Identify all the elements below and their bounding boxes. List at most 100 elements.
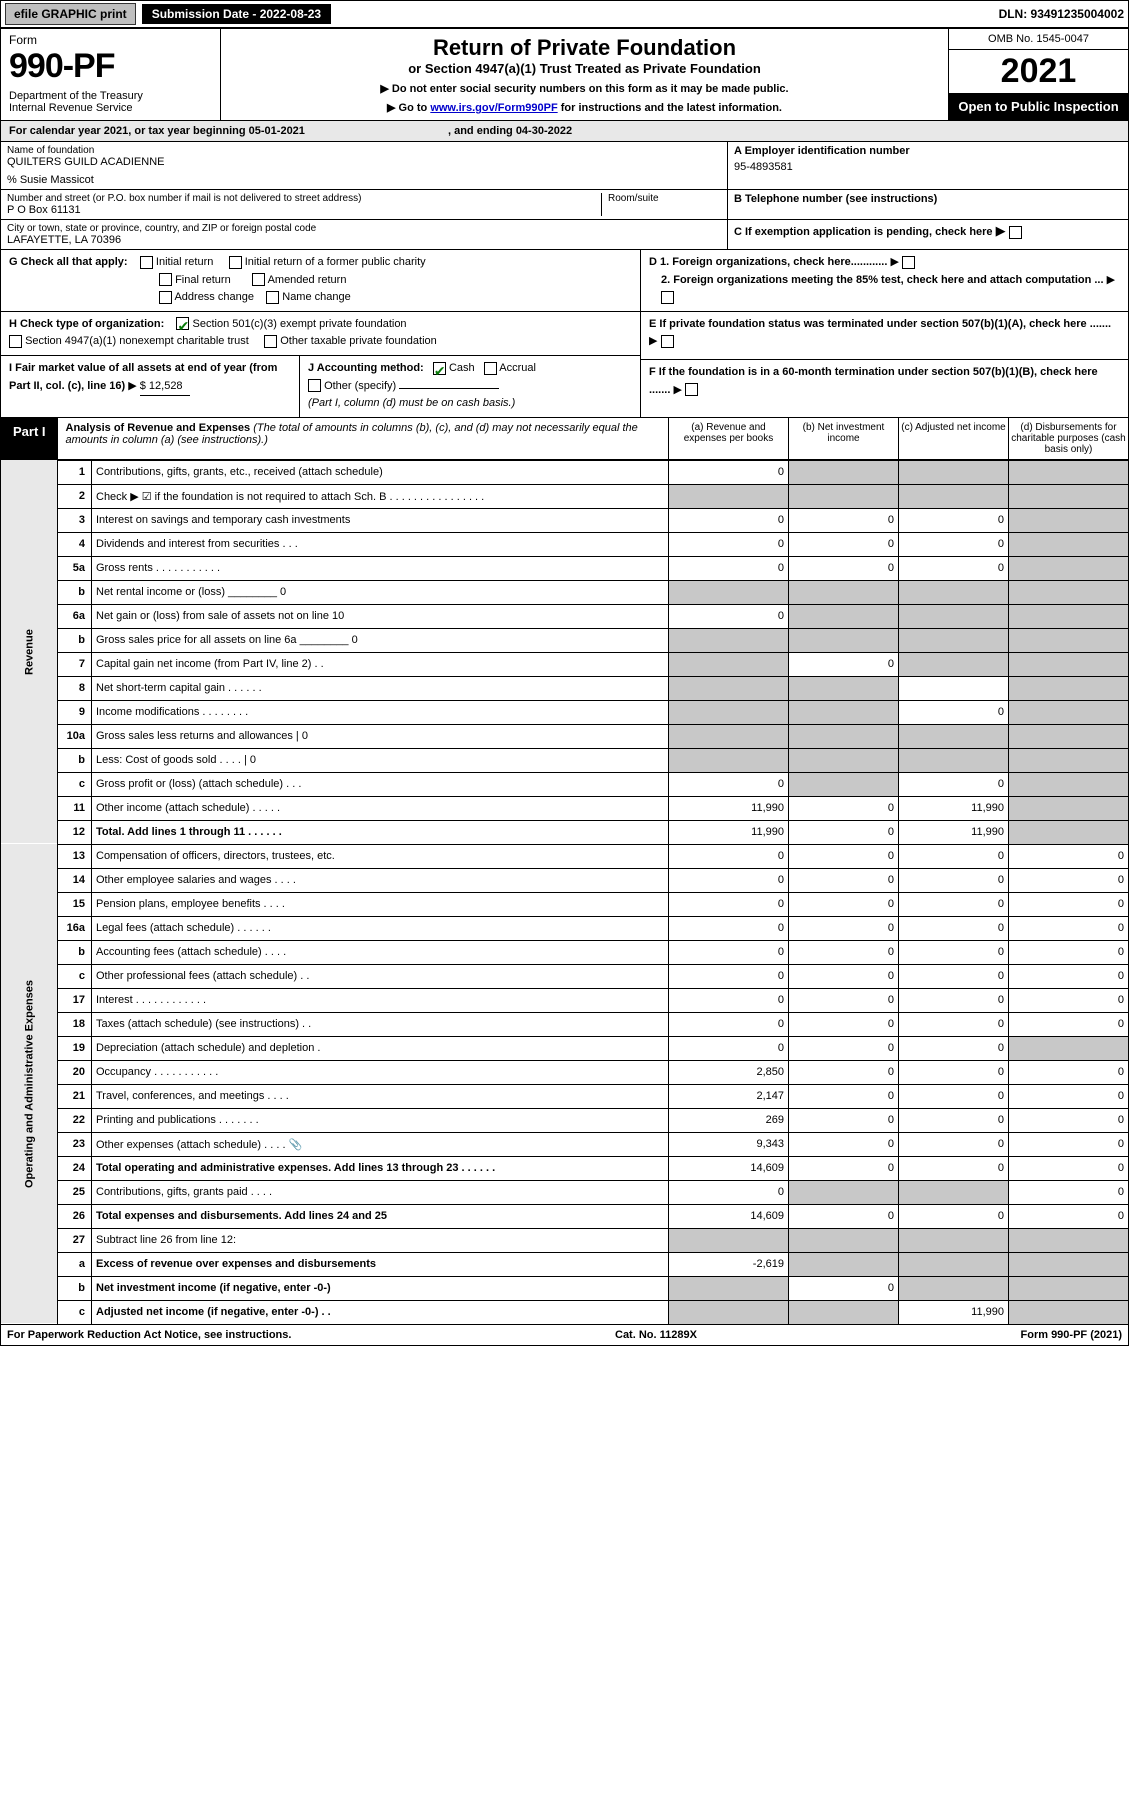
section-gh: G Check all that apply: Initial return I… [0, 250, 1129, 418]
g-name-change-checkbox[interactable] [266, 291, 279, 304]
row-number: 19 [58, 1036, 92, 1060]
row-number: 17 [58, 988, 92, 1012]
d1-checkbox[interactable] [902, 256, 915, 269]
row-label: Travel, conferences, and meetings . . . … [92, 1084, 669, 1108]
c-checkbox[interactable] [1009, 226, 1022, 239]
form-note2: ▶ Go to www.irs.gov/Form990PF for instru… [229, 101, 940, 114]
row-label: Capital gain net income (from Part IV, l… [92, 652, 669, 676]
cell-col-d [1009, 1300, 1129, 1324]
cell-col-c: 0 [899, 1204, 1009, 1228]
row-label: Interest . . . . . . . . . . . . [92, 988, 669, 1012]
cell-col-c: 0 [899, 556, 1009, 580]
cell-col-c: 0 [899, 916, 1009, 940]
cell-col-a: 11,990 [669, 820, 789, 844]
g-amended-checkbox[interactable] [252, 273, 265, 286]
d2-checkbox[interactable] [661, 291, 674, 304]
tax-year: 2021 [949, 50, 1128, 93]
e-checkbox[interactable] [661, 335, 674, 348]
row-number: 25 [58, 1180, 92, 1204]
part-i-table-wrap: Revenue1Contributions, gifts, grants, et… [0, 460, 1129, 1325]
row-number: 7 [58, 652, 92, 676]
table-row: 9Income modifications . . . . . . . .0 [1, 700, 1129, 724]
table-row: 21Travel, conferences, and meetings . . … [1, 1084, 1129, 1108]
col-a-header: (a) Revenue and expenses per books [668, 418, 788, 459]
cell-col-a: 0 [669, 1012, 789, 1036]
cell-col-c: 0 [899, 844, 1009, 868]
row-number: 16a [58, 916, 92, 940]
row-number: b [58, 580, 92, 604]
row-label: Dividends and interest from securities .… [92, 532, 669, 556]
omb-label: OMB No. 1545-0047 [949, 29, 1128, 50]
j-other-checkbox[interactable] [308, 379, 321, 392]
cell-col-d [1009, 1036, 1129, 1060]
g-final-return-checkbox[interactable] [159, 273, 172, 286]
row-number: 4 [58, 532, 92, 556]
cell-col-c: 0 [899, 1132, 1009, 1156]
cell-col-b: 0 [789, 532, 899, 556]
j-accrual-checkbox[interactable] [484, 362, 497, 375]
row-number: 3 [58, 508, 92, 532]
cell-col-b [789, 1252, 899, 1276]
table-row: 11Other income (attach schedule) . . . .… [1, 796, 1129, 820]
cell-col-b: 0 [789, 652, 899, 676]
name-of-foundation-label: Name of foundation [7, 145, 721, 156]
h-other-checkbox[interactable] [264, 335, 277, 348]
cell-col-a [669, 580, 789, 604]
f-checkbox[interactable] [685, 383, 698, 396]
cell-col-a: 0 [669, 964, 789, 988]
h-4947-checkbox[interactable] [9, 335, 22, 348]
row-label: Other expenses (attach schedule) . . . .… [92, 1132, 669, 1156]
g-initial-former-checkbox[interactable] [229, 256, 242, 269]
g-opt-amended: Amended return [268, 274, 347, 286]
row-label: Net short-term capital gain . . . . . . [92, 676, 669, 700]
row-label: Other professional fees (attach schedule… [92, 964, 669, 988]
cell-col-a: 269 [669, 1108, 789, 1132]
g-opt-initial: Initial return [156, 256, 213, 268]
cell-col-d: 0 [1009, 1060, 1129, 1084]
h-501c3-checkbox[interactable] [176, 317, 189, 330]
g-initial-return-checkbox[interactable] [140, 256, 153, 269]
addr-value: P O Box 61131 [7, 204, 601, 216]
cell-col-d [1009, 484, 1129, 508]
cell-col-d [1009, 508, 1129, 532]
cell-col-d [1009, 604, 1129, 628]
revenue-side-label: Revenue [1, 460, 58, 844]
table-row: 12Total. Add lines 1 through 11 . . . . … [1, 820, 1129, 844]
row-label: Compensation of officers, directors, tru… [92, 844, 669, 868]
row-label: Net rental income or (loss) ________ 0 [92, 580, 669, 604]
cell-col-b: 0 [789, 556, 899, 580]
i-value: $ 12,528 [140, 378, 190, 397]
cell-col-d: 0 [1009, 1180, 1129, 1204]
h-label: H Check type of organization: [9, 318, 164, 330]
col-d-header: (d) Disbursements for charitable purpose… [1008, 418, 1128, 459]
table-row: 19Depreciation (attach schedule) and dep… [1, 1036, 1129, 1060]
part-i-header: Part I Analysis of Revenue and Expenses … [0, 418, 1129, 460]
cell-col-b [789, 628, 899, 652]
row-label: Net gain or (loss) from sale of assets n… [92, 604, 669, 628]
row-label: Pension plans, employee benefits . . . . [92, 892, 669, 916]
j-cash-checkbox[interactable] [433, 362, 446, 375]
j-label: J Accounting method: [308, 362, 424, 374]
entity-row-1: Name of foundation QUILTERS GUILD ACADIE… [0, 142, 1129, 190]
cell-col-c: 0 [899, 892, 1009, 916]
row-label: Legal fees (attach schedule) . . . . . . [92, 916, 669, 940]
cell-col-a [669, 748, 789, 772]
row-label: Accounting fees (attach schedule) . . . … [92, 940, 669, 964]
cell-col-d [1009, 772, 1129, 796]
cell-col-b [789, 748, 899, 772]
instructions-link[interactable]: www.irs.gov/Form990PF [430, 102, 557, 114]
cell-col-a: 2,147 [669, 1084, 789, 1108]
g-address-change-checkbox[interactable] [159, 291, 172, 304]
row-label: Gross sales price for all assets on line… [92, 628, 669, 652]
table-row: 7Capital gain net income (from Part IV, … [1, 652, 1129, 676]
row-label: Contributions, gifts, grants, etc., rece… [92, 460, 669, 484]
cell-col-b [789, 1228, 899, 1252]
cell-col-c: 0 [899, 532, 1009, 556]
efile-button[interactable]: efile GRAPHIC print [5, 3, 136, 25]
cell-col-a: 0 [669, 772, 789, 796]
cell-col-a [669, 484, 789, 508]
cell-col-b [789, 724, 899, 748]
cell-col-c: 0 [899, 1012, 1009, 1036]
cell-col-c: 11,990 [899, 820, 1009, 844]
form-word: Form [9, 33, 212, 47]
